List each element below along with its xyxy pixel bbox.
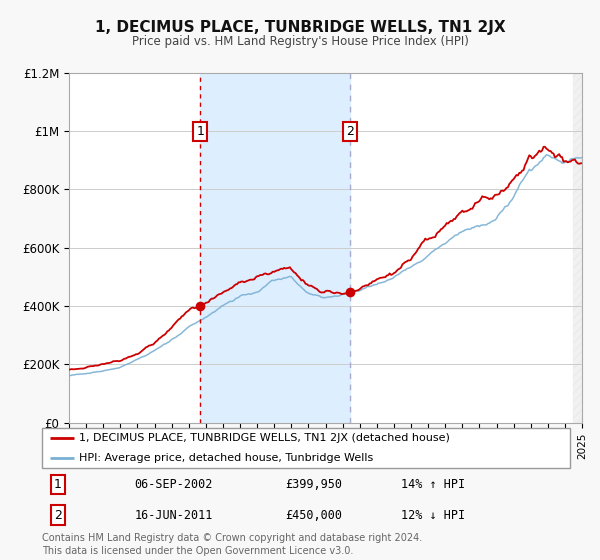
Text: 06-SEP-2002: 06-SEP-2002 <box>134 478 213 491</box>
Text: £399,950: £399,950 <box>285 478 342 491</box>
Text: 2: 2 <box>54 508 62 521</box>
Bar <box>574 73 582 423</box>
Bar <box>200 73 350 423</box>
Text: Contains HM Land Registry data © Crown copyright and database right 2024.
This d: Contains HM Land Registry data © Crown c… <box>42 533 422 556</box>
Text: 1: 1 <box>54 478 62 491</box>
Text: 14% ↑ HPI: 14% ↑ HPI <box>401 478 465 491</box>
Text: Price paid vs. HM Land Registry's House Price Index (HPI): Price paid vs. HM Land Registry's House … <box>131 35 469 48</box>
FancyBboxPatch shape <box>42 428 570 468</box>
Text: HPI: Average price, detached house, Tunbridge Wells: HPI: Average price, detached house, Tunb… <box>79 453 373 463</box>
Text: 1, DECIMUS PLACE, TUNBRIDGE WELLS, TN1 2JX (detached house): 1, DECIMUS PLACE, TUNBRIDGE WELLS, TN1 2… <box>79 433 450 443</box>
Text: 12% ↓ HPI: 12% ↓ HPI <box>401 508 465 521</box>
Text: 2: 2 <box>346 125 354 138</box>
Text: 1, DECIMUS PLACE, TUNBRIDGE WELLS, TN1 2JX: 1, DECIMUS PLACE, TUNBRIDGE WELLS, TN1 2… <box>95 20 505 35</box>
Text: 16-JUN-2011: 16-JUN-2011 <box>134 508 213 521</box>
Text: 1: 1 <box>196 125 204 138</box>
Text: £450,000: £450,000 <box>285 508 342 521</box>
